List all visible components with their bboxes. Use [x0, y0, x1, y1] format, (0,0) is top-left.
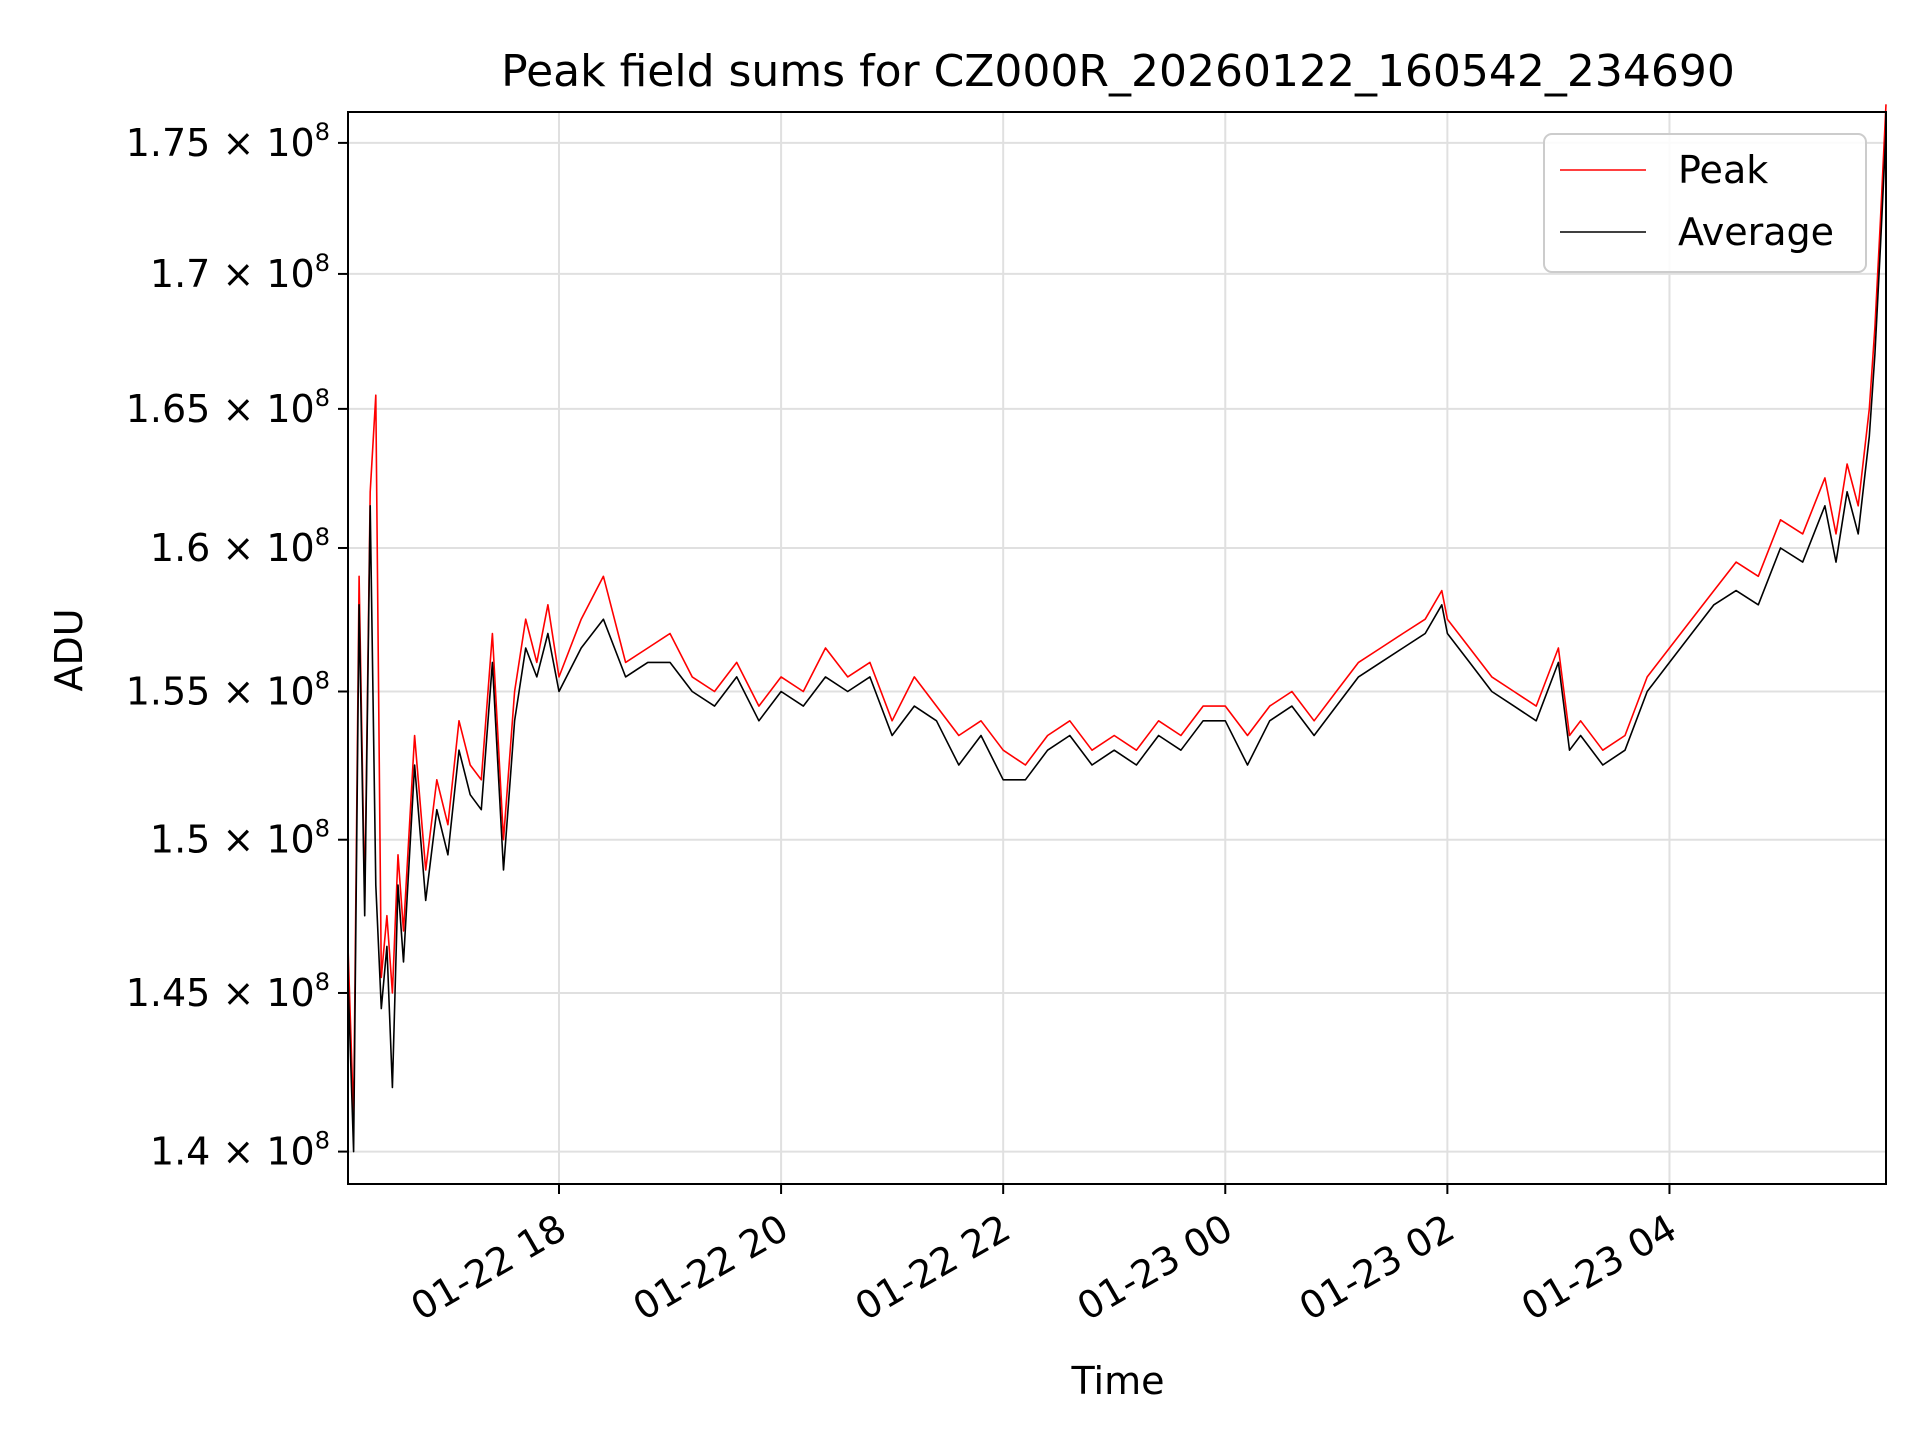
x-tick-label: 01-22 18: [404, 1206, 574, 1330]
y-tick-label: 1.5 × 108: [150, 815, 330, 862]
x-axis-ticks: 01-22 18 01-22 20 01-22 22 01-23 00 01-23 02…: [404, 1184, 1684, 1329]
y-tick-exponent: 8: [315, 666, 330, 694]
y-tick-label: 1.55 × 108: [126, 666, 330, 713]
y-tick-exponent: 8: [315, 249, 330, 277]
y-tick-label: 1.45 × 108: [126, 968, 330, 1015]
y-tick-exponent: 8: [315, 1127, 330, 1155]
x-tick-label: 01-23 04: [1514, 1206, 1684, 1330]
series-line-peak: [347, 104, 1887, 1121]
plot-frame: [347, 111, 1887, 1185]
x-tick-label: 01-22 20: [626, 1206, 796, 1330]
x-tick-label: 01-22 22: [848, 1206, 1018, 1330]
legend-box: [1543, 133, 1867, 273]
legend-label-average: Average: [1678, 210, 1834, 254]
y-tick-exponent: 8: [315, 523, 330, 551]
y-axis-title: ADU: [47, 608, 91, 691]
y-tick-exponent: 8: [315, 815, 330, 843]
y-tick-label: 1.65 × 108: [126, 384, 330, 431]
y-tick-exponent: 8: [315, 384, 330, 412]
legend: Peak Average: [1543, 133, 1867, 273]
y-tick-label: 1.6 × 108: [150, 523, 330, 570]
x-tick-label: 01-23 02: [1292, 1206, 1462, 1330]
y-tick-exponent: 8: [315, 968, 330, 996]
legend-label-peak: Peak: [1678, 148, 1768, 192]
chart-title: Peak field sums for CZ000R_20260122_1605…: [501, 46, 1735, 97]
y-tick-label: 1.4 × 108: [150, 1127, 330, 1174]
series-line-average: [347, 129, 1887, 1153]
plot-series: [347, 104, 1887, 1153]
y-tick-label: 1.75 × 108: [126, 118, 330, 165]
x-tick-label: 01-23 00: [1070, 1206, 1240, 1330]
y-tick-exponent: 8: [315, 118, 330, 146]
x-axis-title: Time: [1071, 1359, 1165, 1403]
y-tick-label: 1.7 × 108: [150, 249, 330, 296]
y-axis-ticks: 1.4 × 108 1.45 × 108 1.5 × 108 1.55 × 108 1.…: [126, 118, 348, 1174]
